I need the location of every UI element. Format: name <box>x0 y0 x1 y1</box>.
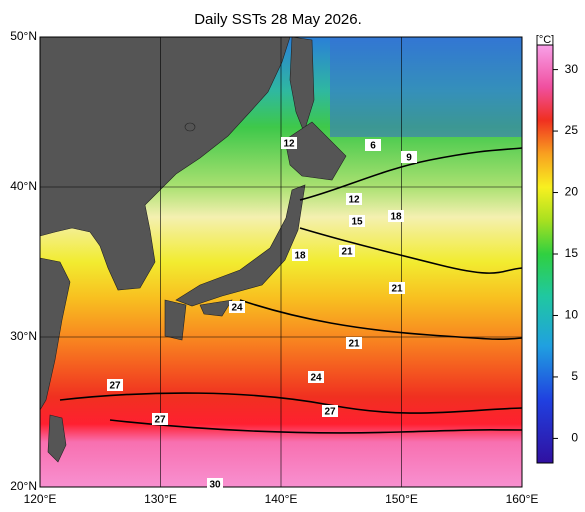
contour-label: 27 <box>109 381 121 392</box>
contour-label-box <box>322 405 338 417</box>
colorbar-tick-label: 15 <box>565 246 579 260</box>
contour-label: 15 <box>351 217 363 228</box>
contour-label-box <box>346 337 362 349</box>
lon-label: 140°E <box>265 492 298 506</box>
lon-label: 150°E <box>385 492 418 506</box>
lat-label: 30°N <box>10 329 37 343</box>
colorbar <box>536 44 554 464</box>
contour-label: 6 <box>370 141 376 152</box>
contour-label: 21 <box>341 247 353 258</box>
contour-label-box <box>388 210 404 222</box>
contour-label: 21 <box>348 339 360 350</box>
contour-label: 24 <box>231 303 243 314</box>
contour-label: 18 <box>390 212 402 223</box>
lon-label: 130°E <box>144 492 177 506</box>
contour-label-box <box>346 193 362 205</box>
contour-label: 18 <box>294 251 306 262</box>
contours <box>59 147 522 434</box>
contour-label-box <box>365 139 381 151</box>
contour-label: 9 <box>406 153 412 164</box>
land <box>40 37 347 463</box>
lat-label: 40°N <box>10 179 37 193</box>
lon-label: 120°E <box>24 492 57 506</box>
colorbar-tick-label: 0 <box>571 431 578 445</box>
contour-label: 27 <box>154 415 166 426</box>
contour-label: 27 <box>324 407 336 418</box>
contour-label-box <box>292 249 308 261</box>
colorbar-tick-label: 30 <box>565 62 579 76</box>
lat-label: 50°N <box>10 29 37 43</box>
colorbar-tick-label: 5 <box>571 369 578 383</box>
contour-label: 12 <box>348 195 360 206</box>
contour-label-box <box>229 301 245 313</box>
contour-label-box <box>308 371 324 383</box>
contour-label-box <box>339 245 355 257</box>
contour-label-box <box>389 282 405 294</box>
contour-label-box <box>401 151 417 163</box>
title: Daily SSTs 28 May 2026. <box>194 11 362 28</box>
contour-label-box <box>207 478 223 490</box>
colorbar-tick-label: 20 <box>565 185 579 199</box>
contour-label: 24 <box>310 373 322 384</box>
lat-label: 20°N <box>10 479 37 493</box>
contour-label: 12 <box>283 139 295 150</box>
contour-label-box <box>152 413 168 425</box>
colorbar-tick-label: 10 <box>565 308 579 322</box>
colorbar-unit: [°C] <box>536 34 554 46</box>
contour-label-box <box>349 215 365 227</box>
cold-water <box>330 37 522 137</box>
contour-label-box <box>107 379 123 391</box>
contour-label: 21 <box>391 284 403 295</box>
contour-label: 30 <box>209 480 221 491</box>
contour-label-box <box>281 137 297 149</box>
colorbar-tick-label: 25 <box>565 123 579 137</box>
lon-label: 160°E <box>506 492 539 506</box>
